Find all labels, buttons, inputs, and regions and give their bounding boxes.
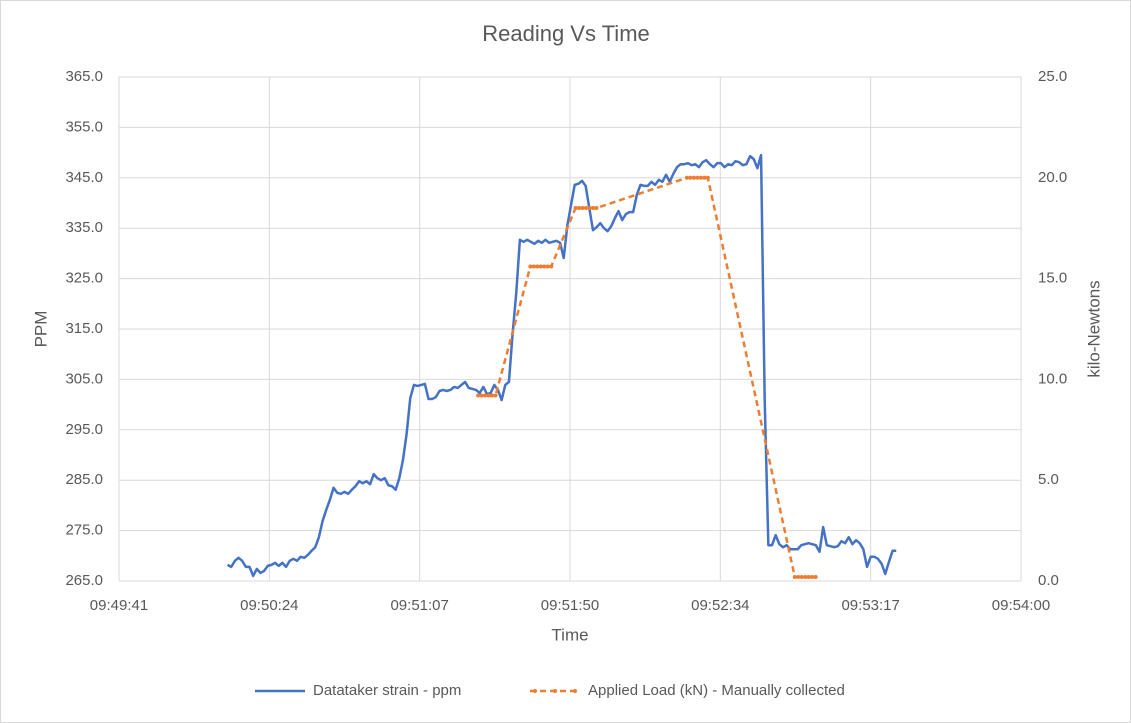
y-tick-label: 275.0 [65, 522, 103, 539]
x-tick-label: 09:54:00 [992, 597, 1050, 614]
series-marker [476, 393, 481, 398]
series-marker [803, 574, 808, 579]
x-tick-label: 09:51:07 [390, 597, 448, 614]
series-marker [702, 175, 707, 180]
y2-axis-label: kilo-Newtons [1084, 280, 1103, 377]
y2-tick-label: 25.0 [1038, 68, 1067, 85]
y2-tick-label: 15.0 [1038, 270, 1067, 287]
y2-tick-label: 20.0 [1038, 169, 1067, 186]
series-marker [695, 175, 700, 180]
x-tick-label: 09:51:50 [541, 597, 599, 614]
y-tick-label: 285.0 [65, 471, 103, 488]
series-marker [538, 264, 543, 269]
x-tick-label: 09:49:41 [90, 597, 148, 614]
series-marker [584, 206, 589, 211]
legend-marker [553, 689, 557, 693]
series-marker [549, 264, 554, 269]
series-marker [684, 175, 689, 180]
legend-label: Datataker strain - ppm [313, 682, 461, 699]
series-marker [813, 574, 818, 579]
series-marker [691, 175, 696, 180]
legend-label: Applied Load (kN) - Manually collected [588, 682, 845, 699]
series-marker [580, 206, 585, 211]
y-axis-label: PPM [31, 311, 50, 348]
chart-title: Reading Vs Time [482, 21, 650, 46]
series-marker [796, 574, 801, 579]
series-line [226, 153, 897, 578]
series-marker [587, 206, 592, 211]
series-marker [535, 264, 540, 269]
series-marker [792, 574, 797, 579]
series-marker [542, 264, 547, 269]
series-marker [493, 393, 498, 398]
x-tick-label: 09:53:17 [841, 597, 899, 614]
series-marker [545, 264, 550, 269]
series-marker [486, 393, 491, 398]
series-marker [573, 206, 578, 211]
y-tick-label: 315.0 [65, 320, 103, 337]
series-marker [531, 264, 536, 269]
legend-marker [533, 689, 537, 693]
y-tick-label: 305.0 [65, 370, 103, 387]
y-tick-label: 355.0 [65, 118, 103, 135]
series-marker [688, 175, 693, 180]
legend-marker [573, 689, 577, 693]
series-marker [479, 393, 484, 398]
y-tick-label: 325.0 [65, 270, 103, 287]
series-marker [577, 206, 582, 211]
series-marker [490, 393, 495, 398]
y2-tick-label: 10.0 [1038, 370, 1067, 387]
y-tick-label: 365.0 [65, 68, 103, 85]
x-tick-label: 09:52:34 [691, 597, 749, 614]
x-tick-label: 09:50:24 [240, 597, 298, 614]
y2-tick-label: 5.0 [1038, 471, 1059, 488]
y2-tick-label: 0.0 [1038, 572, 1059, 589]
series-marker [810, 574, 815, 579]
series-marker [698, 175, 703, 180]
series-marker [590, 206, 595, 211]
y-tick-label: 295.0 [65, 421, 103, 438]
x-axis-label: Time [551, 625, 588, 644]
y-tick-label: 345.0 [65, 169, 103, 186]
y-tick-label: 335.0 [65, 219, 103, 236]
y-tick-label: 265.0 [65, 572, 103, 589]
series-marker [799, 574, 804, 579]
series-marker [594, 206, 599, 211]
series-marker [483, 393, 488, 398]
series-marker [806, 574, 811, 579]
series-marker [705, 175, 710, 180]
series-marker [528, 264, 533, 269]
